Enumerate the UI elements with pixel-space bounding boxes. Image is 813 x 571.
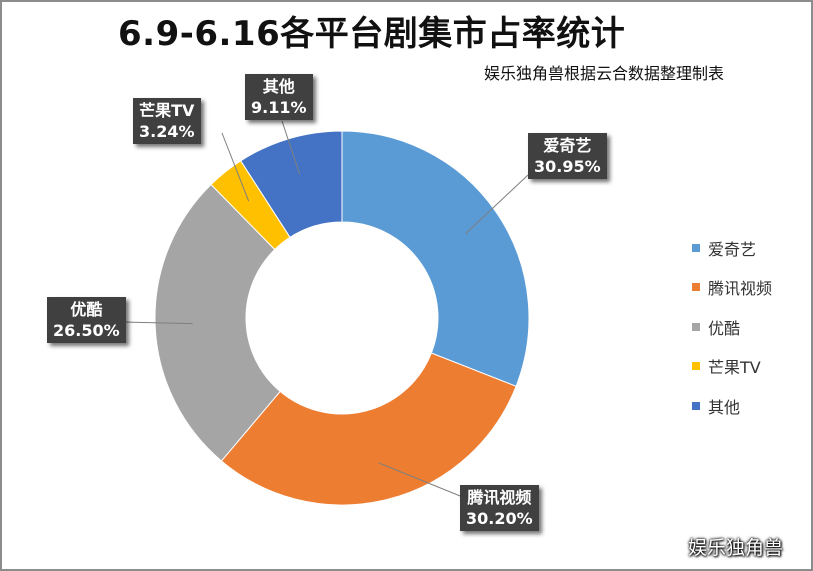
- slice-4: [240, 130, 343, 238]
- legend-swatch: [692, 283, 700, 292]
- legend-item-4: 其他: [692, 386, 772, 426]
- data-label-name: 爱奇艺: [543, 136, 592, 155]
- data-label-value: 3.24%: [139, 122, 195, 141]
- data-label-value: 30.20%: [466, 509, 533, 528]
- data-label-name: 腾讯视频: [467, 488, 532, 507]
- legend: 爱奇艺腾讯视频优酷芒果TV 其他: [692, 228, 772, 426]
- legend-label: 优酷: [708, 318, 741, 338]
- leader-line-4: [281, 120, 301, 175]
- slice-1: [220, 352, 517, 506]
- data-label-4: 其他 9.11%: [245, 74, 313, 120]
- slice-2: [154, 183, 281, 462]
- watermark: 娱乐独角兽: [688, 537, 784, 559]
- legend-label: 芒果TV: [708, 358, 761, 378]
- data-label-value: 30.95%: [534, 157, 601, 176]
- legend-swatch: [692, 322, 700, 331]
- data-label-value: 9.11%: [251, 98, 307, 117]
- leader-line-0: [465, 174, 529, 235]
- leader-line-1: [378, 462, 471, 501]
- legend-item-2: 优酷: [692, 307, 772, 347]
- data-label-2: 优酷 26.50%: [47, 297, 126, 343]
- legend-item-1: 腾讯视频: [692, 268, 772, 308]
- data-label-1: 腾讯视频 30.20%: [460, 485, 539, 531]
- data-label-name: 芒果TV: [139, 101, 195, 120]
- data-label-name: 优酷: [70, 300, 103, 319]
- legend-label: 其他: [708, 397, 741, 417]
- leader-line-2: [119, 321, 193, 325]
- legend-swatch: [692, 243, 700, 252]
- legend-swatch: [692, 362, 700, 371]
- slice-0: [341, 130, 530, 387]
- legend-label: 爱奇艺: [708, 239, 757, 259]
- data-label-0: 爱奇艺 30.95%: [528, 133, 607, 179]
- legend-label: 腾讯视频: [708, 279, 773, 299]
- leader-line-3: [221, 132, 250, 202]
- legend-item-0: 爱奇艺: [692, 228, 772, 268]
- data-label-name: 其他: [262, 77, 295, 96]
- data-label-value: 26.50%: [53, 321, 120, 340]
- legend-swatch: [692, 401, 700, 410]
- chart-subtitle: 娱乐独角兽根据云合数据整理制表: [484, 64, 725, 83]
- data-label-3: 芒果TV 3.24%: [133, 98, 201, 144]
- chart-title: 6.9-6.16各平台剧集市占率统计: [118, 14, 626, 54]
- legend-item-3: 芒果TV: [692, 347, 772, 387]
